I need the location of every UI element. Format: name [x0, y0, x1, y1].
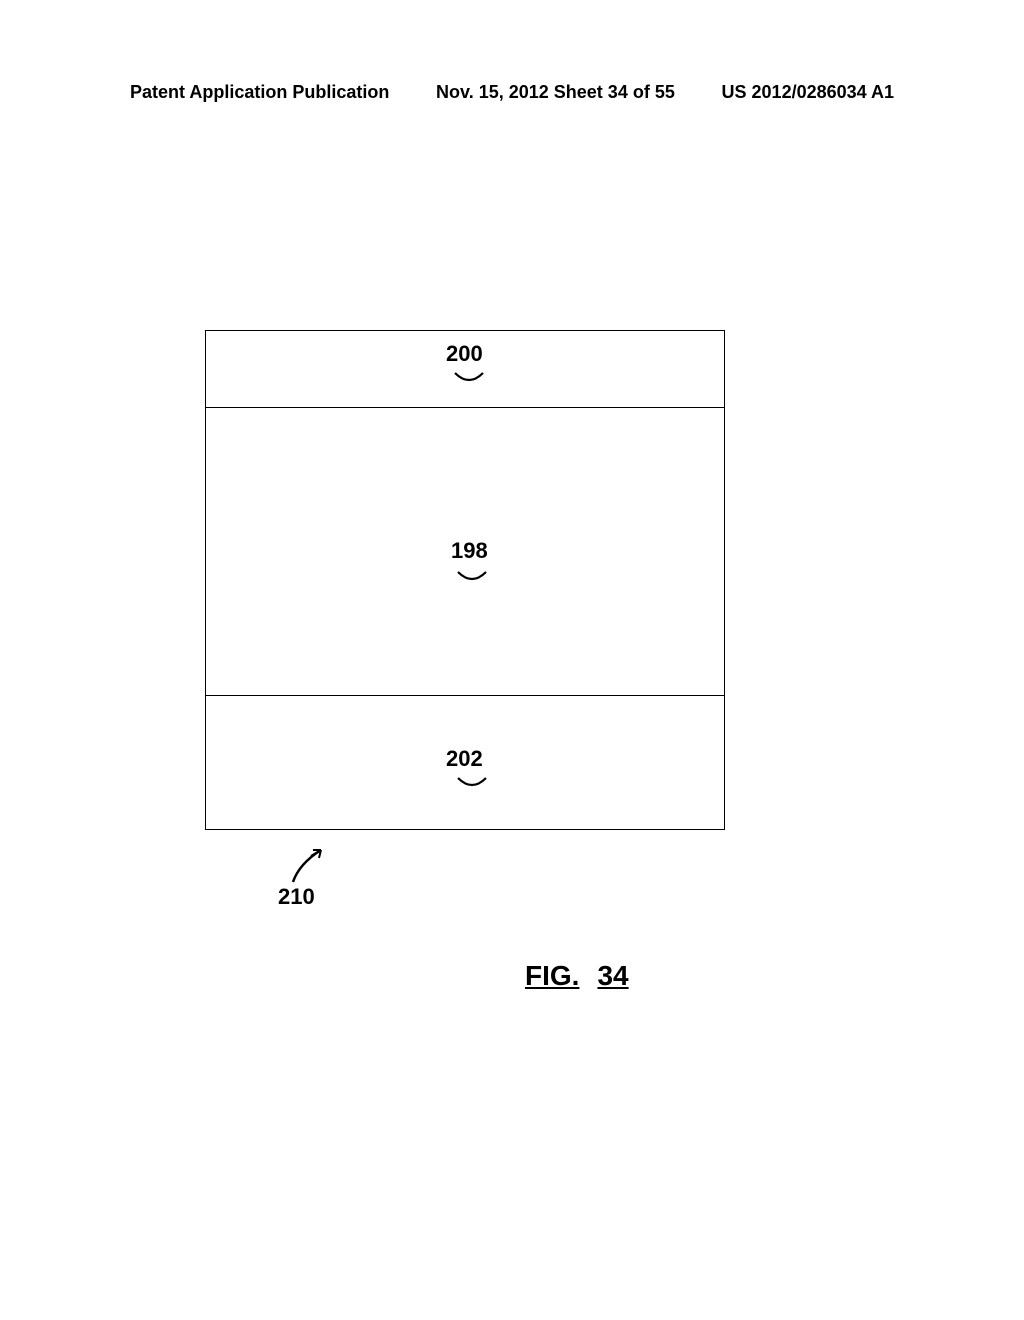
- figure-number: 34: [597, 960, 628, 991]
- reference-arc-icon: [451, 369, 491, 385]
- reference-numeral-200: 200: [446, 341, 483, 367]
- diagram-section-top: 200: [206, 331, 724, 408]
- reference-arc-icon: [454, 568, 494, 584]
- reference-arrow-icon: [285, 840, 345, 890]
- header-publication-type: Patent Application Publication: [130, 82, 389, 103]
- reference-numeral-210: 210: [278, 884, 315, 910]
- figure-label: FIG. 34: [525, 960, 629, 992]
- diagram-section-middle: 198: [206, 408, 724, 696]
- patent-header: Patent Application Publication Nov. 15, …: [0, 82, 1024, 103]
- reference-numeral-198: 198: [451, 538, 488, 564]
- reference-numeral-202: 202: [446, 746, 483, 772]
- diagram-box: 200 198 202: [205, 330, 725, 830]
- header-date-sheet: Nov. 15, 2012 Sheet 34 of 55: [436, 82, 675, 103]
- header-publication-number: US 2012/0286034 A1: [722, 82, 894, 103]
- reference-arc-icon: [454, 774, 494, 790]
- figure-prefix: FIG.: [525, 960, 579, 991]
- diagram-section-bottom: 202: [206, 696, 724, 826]
